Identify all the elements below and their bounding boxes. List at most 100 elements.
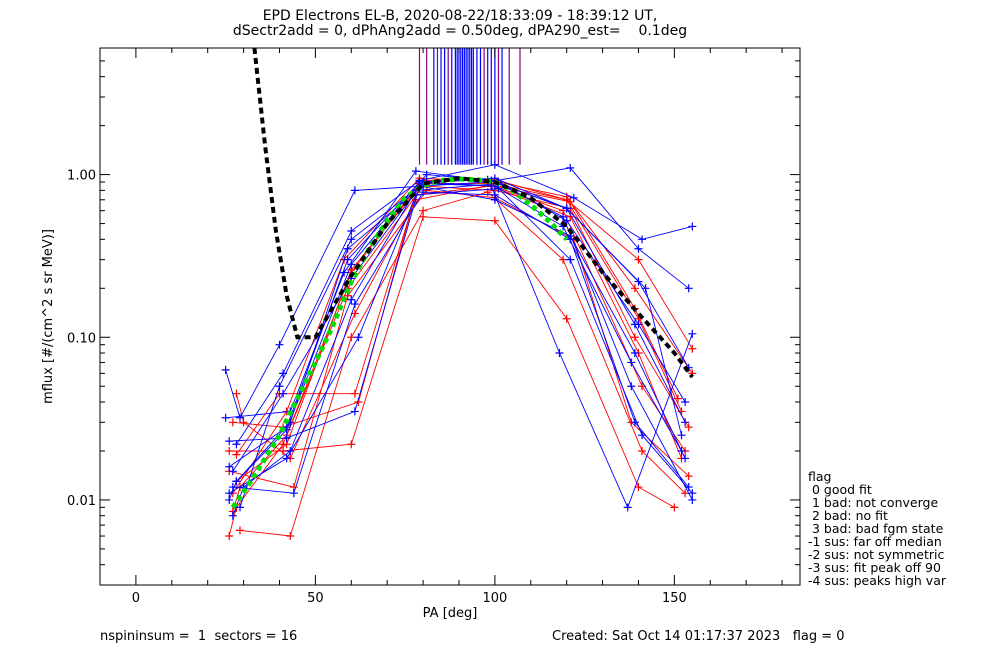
blue-series-point: [228, 467, 237, 476]
blue-series-point: [286, 446, 295, 455]
blue-series-line: [225, 170, 686, 419]
blue-series-point: [634, 320, 643, 329]
red-series-point: [634, 255, 643, 264]
blue-series-point: [228, 511, 237, 520]
blue-series-point: [562, 216, 571, 225]
blue-series-point: [225, 489, 234, 498]
red-series-point: [350, 389, 359, 398]
fit-curves: [230, 48, 694, 509]
red-series-point: [490, 216, 499, 225]
blue-series-point: [681, 454, 690, 463]
blue-series-point: [555, 349, 564, 358]
red-series-point: [566, 197, 575, 206]
y-axis-label: mflux [#/(cm^2 s sr MeV)]: [41, 229, 56, 404]
chart-subtitle: dSectr2add = 0, dPhAng2add = 0.50deg, dP…: [232, 23, 688, 39]
blue-series-point: [566, 255, 575, 264]
blue-series-point: [347, 227, 356, 236]
blue-series-point: [638, 431, 647, 440]
blue-series-point: [340, 268, 349, 277]
blue-series-point: [232, 477, 241, 486]
blue-series-line: [228, 188, 693, 494]
blue-series-point: [347, 235, 356, 244]
red-series-point: [559, 255, 568, 264]
red-series-line: [228, 185, 690, 537]
blue-series-point: [221, 413, 230, 422]
blue-series-line: [232, 183, 693, 516]
blue-series-point: [638, 235, 647, 244]
blue-series-point: [282, 423, 291, 432]
red-series-point: [239, 418, 248, 427]
footer-created-info: Created: Sat Oct 14 01:17:37 2023 flag =…: [552, 629, 845, 644]
red-series-line: [229, 189, 690, 488]
blue-series-point: [630, 418, 639, 427]
red-series-point: [228, 418, 237, 427]
blue-series-point: [630, 349, 639, 358]
red-series-point: [684, 423, 693, 432]
blue-series-point: [228, 483, 237, 492]
blue-series-point: [562, 204, 571, 213]
y-tick-label: 1.00: [67, 169, 96, 184]
red-series-point: [562, 195, 571, 204]
blue-series-point: [282, 454, 291, 463]
blue-series-point: [627, 382, 636, 391]
legend-item: 1 bad: not converge: [808, 495, 939, 510]
blue-series-point: [681, 397, 690, 406]
blue-series-point: [681, 418, 690, 427]
blue-series-point: [627, 358, 636, 367]
legend-item: -2 sus: not symmetric: [808, 547, 945, 562]
red-series-point: [232, 450, 241, 459]
legend-item: -1 sus: far off median: [808, 534, 942, 549]
blue-series-point: [677, 446, 686, 455]
blue-series-point: [225, 437, 234, 446]
blue-series-point: [289, 489, 298, 498]
blue-series-point: [623, 503, 632, 512]
red-series-point: [225, 532, 234, 541]
blue-series-point: [232, 440, 241, 449]
red-series-point: [286, 532, 295, 541]
blue-series-point: [236, 413, 244, 422]
red-series-line: [232, 183, 682, 512]
x-tick-label: 150: [662, 591, 687, 606]
blue-series-point: [688, 495, 697, 504]
blue-series-line: [229, 185, 686, 459]
blue-series-point: [225, 495, 234, 504]
footer-spin-info: nspininsum = 1 sectors = 16: [100, 629, 298, 644]
red-series-point: [688, 344, 697, 353]
chart-title: EPD Electrons EL-B, 2020-08-22/18:33:09 …: [262, 8, 658, 24]
blue-series-line: [239, 183, 693, 509]
x-tick-label: 50: [307, 591, 324, 606]
red-series-line: [232, 177, 693, 494]
red-series-point: [681, 489, 690, 498]
red-series-line: [239, 191, 686, 537]
x-tick-label: 0: [132, 591, 140, 606]
blue-series-point: [490, 195, 499, 204]
blue-series-point: [350, 407, 359, 416]
legend-item: 2 bad: no fit: [808, 508, 888, 523]
blue-series-point: [221, 365, 230, 374]
blue-series-point: [634, 244, 643, 253]
blue-series-point: [422, 170, 431, 179]
red-series-point: [630, 333, 639, 342]
blue-series-point: [419, 188, 428, 197]
red-series-point: [630, 284, 639, 293]
black-fit-curve: [252, 48, 694, 379]
blue-series-point: [634, 277, 643, 286]
blue-series-point: [343, 255, 352, 264]
blue-series-point: [350, 186, 359, 195]
red-series-point: [225, 446, 234, 455]
blue-series-point: [688, 329, 697, 338]
blue-series-line: [236, 179, 690, 482]
blue-series-point: [347, 295, 356, 304]
blue-series-point: [275, 340, 284, 349]
red-series-point: [279, 446, 288, 455]
x-axis-label: PA [deg]: [423, 606, 478, 621]
blue-series-line: [232, 181, 682, 472]
x-tick-label: 100: [482, 591, 507, 606]
flag-legend: flag 0 good fit 1 bad: not converge 2 ba…: [808, 470, 946, 587]
blue-series-point: [350, 300, 359, 309]
red-series-point: [347, 440, 356, 449]
blue-series-point: [688, 489, 697, 498]
red-series-point: [677, 407, 686, 416]
blue-series-point: [490, 160, 499, 169]
